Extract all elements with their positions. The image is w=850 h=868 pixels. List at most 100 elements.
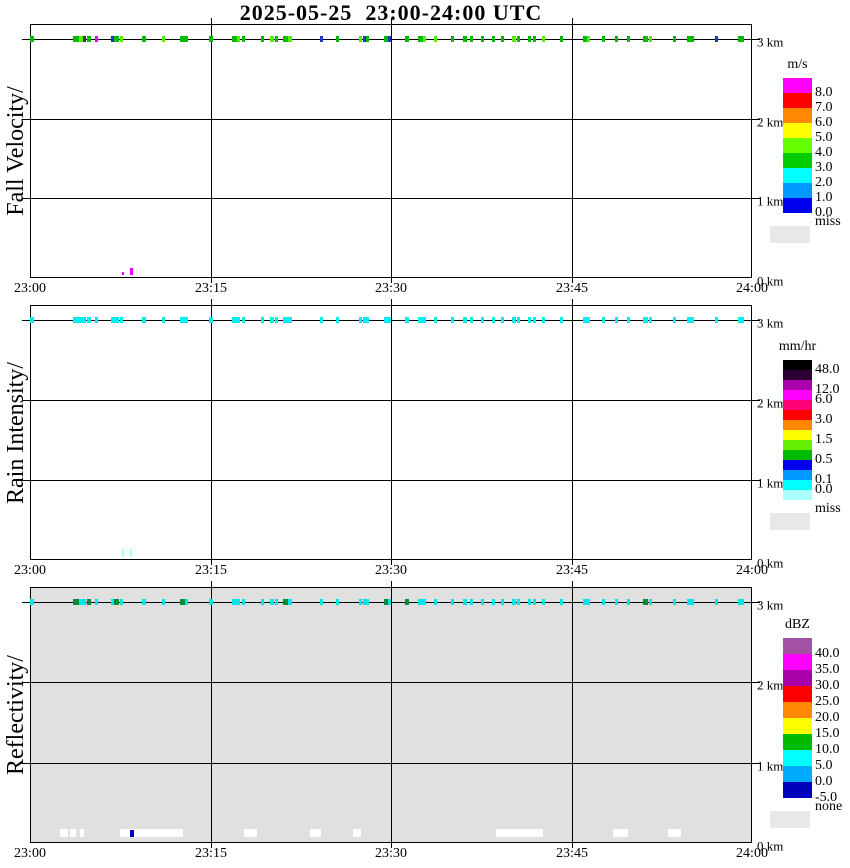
data-mark-3km-3-rain-intensity (83, 317, 86, 323)
tick-right-3km-fall-velocity (752, 39, 760, 40)
colorbar-segment-2-reflectivity (783, 670, 812, 686)
data-mark-3km-44-reflectivity (560, 599, 563, 605)
data-mark-3km-37-fall-velocity (492, 36, 495, 42)
x-tick-label-2315-rain-intensity: 23:15 (195, 563, 227, 578)
colorbar-label-40.0-reflectivity: 40.0 (815, 646, 840, 661)
data-mark-3km-37-rain-intensity (492, 317, 495, 323)
colorbar-segment-8-reflectivity (783, 766, 812, 782)
km-label-3-rain-intensity: 3 km (757, 315, 784, 331)
colorbar-label-0.5-rain-intensity: 0.5 (815, 452, 833, 467)
data-mark-3km-55-rain-intensity (715, 317, 718, 323)
colorbar-label-1.0-fall-velocity: 1.0 (815, 190, 833, 205)
colorbar-label-25.0-reflectivity: 25.0 (815, 694, 840, 709)
data-mark-3km-6-rain-intensity (111, 317, 114, 323)
data-mark-3km-13-fall-velocity (209, 36, 213, 42)
colorbar-label-0.1-rain-intensity: 0.1 (815, 472, 833, 487)
data-mark-3km-33-fall-velocity (451, 36, 454, 42)
data-mark-3km-33-reflectivity (451, 599, 454, 605)
colorbar-label-10.0-reflectivity: 10.0 (815, 742, 840, 757)
colorbar-segment-0-fall-velocity (783, 78, 812, 93)
colorbar-segment-7-rain-intensity (783, 430, 812, 440)
data-mark-3km-42-rain-intensity (533, 317, 536, 323)
data-mark-3km-42-reflectivity (533, 599, 536, 605)
colorbar-segment-0-rain-intensity (783, 360, 812, 370)
tick-bottom-1-fall-velocity (391, 278, 392, 283)
data-mark-3km-4-rain-intensity (87, 317, 91, 323)
colorbar-segment-10-rain-intensity (783, 460, 812, 470)
data-mark-3km-22-rain-intensity (320, 317, 323, 323)
data-mark-3km-49-reflectivity (627, 599, 630, 605)
km-label-1-fall-velocity: 1 km (757, 193, 784, 209)
data-mark-3km-14-fall-velocity (232, 36, 237, 42)
data-mark-3km-30-fall-velocity (418, 36, 423, 42)
data-mark-3km-14-rain-intensity (232, 317, 237, 323)
data-mark-3km-51-reflectivity (649, 599, 652, 605)
data-mark-3km-48-fall-velocity (615, 36, 618, 42)
data-mark-ground-0-fall-velocity (122, 272, 124, 275)
data-mark-3km-33-rain-intensity (451, 317, 454, 323)
axis-label-fall-velocity: Fall Velocity/ (3, 86, 29, 216)
km-label-3-reflectivity: 3 km (757, 597, 784, 613)
data-mark-3km-0-rain-intensity (30, 317, 34, 323)
data-mark-3km-32-rain-intensity (434, 317, 437, 323)
data-mark-3km-10-reflectivity (162, 599, 165, 605)
data-mark-3km-56-fall-velocity (738, 36, 744, 42)
data-mark-3km-10-rain-intensity (162, 317, 165, 323)
colorbar-label-48.0-rain-intensity: 48.0 (815, 362, 840, 377)
data-mark-3km-38-fall-velocity (501, 36, 504, 42)
data-mark-3km-56-rain-intensity (738, 317, 744, 323)
colorbar-segment-9-rain-intensity (783, 450, 812, 460)
data-mark-3km-28-reflectivity (388, 599, 391, 605)
tick-right-2km-reflectivity (752, 682, 760, 683)
colorbar-label--5.0-reflectivity: -5.0 (815, 790, 838, 805)
tick-left-2km-fall-velocity (22, 119, 30, 120)
data-mark-3km-41-reflectivity (528, 599, 531, 605)
tick-bottom-2-rain-intensity (572, 560, 573, 565)
colorbar-segment-4-rain-intensity (783, 400, 812, 410)
data-mark-3km-35-reflectivity (470, 599, 473, 605)
data-mark-3km-0-reflectivity (30, 599, 34, 605)
gridline-v-2-fall-velocity (572, 24, 573, 278)
tick-bottom-0-rain-intensity (211, 560, 212, 565)
colorbar-label-35.0-reflectivity: 35.0 (815, 662, 840, 677)
colorbar-label-3.0-fall-velocity: 3.0 (815, 160, 833, 175)
tick-top-1-fall-velocity (391, 18, 392, 24)
km-label-0-fall-velocity: 0 km (757, 273, 784, 289)
x-tick-label-2300-reflectivity: 23:00 (14, 846, 46, 861)
colorbar-segment-4-reflectivity (783, 702, 812, 718)
data-mark-3km-4-fall-velocity (87, 36, 91, 42)
data-mark-3km-11-fall-velocity (180, 36, 185, 42)
data-mark-ground-9-reflectivity (535, 829, 543, 837)
data-mark-3km-17-rain-intensity (261, 317, 264, 323)
data-mark-3km-37-reflectivity (492, 599, 495, 605)
data-mark-ground-7-reflectivity (353, 829, 361, 837)
data-mark-3km-32-reflectivity (434, 599, 437, 605)
data-mark-ground-0-rain-intensity (122, 549, 124, 557)
data-mark-3km-52-reflectivity (673, 599, 676, 605)
tick-top-1-reflectivity (391, 581, 392, 587)
data-mark-3km-18-rain-intensity (270, 317, 274, 323)
data-mark-3km-36-reflectivity (481, 599, 484, 605)
colorbar-segment-11-rain-intensity (783, 470, 812, 480)
data-mark-3km-14-reflectivity (232, 599, 237, 605)
data-mark-3km-27-reflectivity (384, 599, 388, 605)
x-tick-label-2345-rain-intensity: 23:45 (556, 563, 588, 578)
colorbar-label-15.0-reflectivity: 15.0 (815, 726, 840, 741)
data-mark-3km-24-fall-velocity (359, 36, 362, 42)
data-mark-3km-34-reflectivity (463, 599, 467, 605)
tick-left-1km-reflectivity (22, 763, 30, 764)
colorbar-title-rain-intensity: mm/hr (778, 339, 817, 354)
colorbar-label-7.0-fall-velocity: 7.0 (815, 100, 833, 115)
colorbar-segment-9-reflectivity (783, 782, 812, 798)
data-mark-3km-47-rain-intensity (602, 317, 605, 323)
gridline-v-1-reflectivity (391, 587, 392, 843)
data-mark-3km-23-fall-velocity (336, 36, 339, 42)
tick-bottom-0-fall-velocity (211, 278, 212, 283)
km-label-2-fall-velocity: 2 km (757, 114, 784, 130)
tick-top-0-reflectivity (211, 581, 212, 587)
data-mark-3km-43-reflectivity (542, 599, 545, 605)
data-mark-3km-0-fall-velocity (30, 36, 34, 42)
data-mark-3km-18-reflectivity (270, 599, 274, 605)
data-mark-3km-40-reflectivity (517, 599, 520, 605)
